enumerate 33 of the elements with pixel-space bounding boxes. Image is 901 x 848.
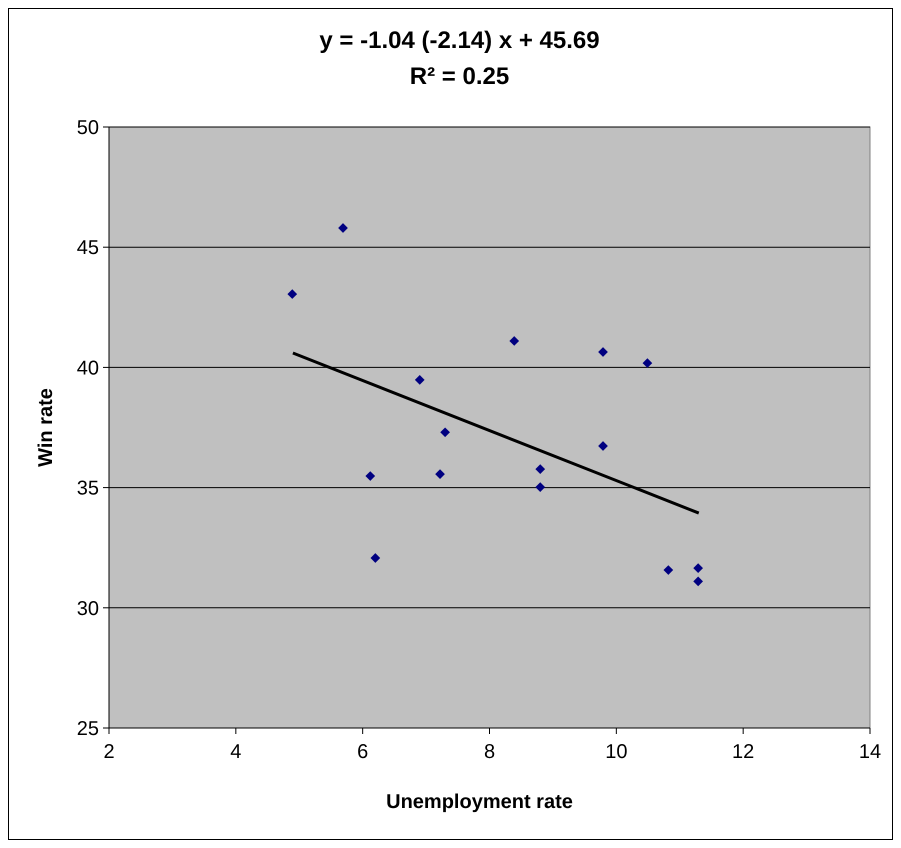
point	[370, 553, 380, 563]
point	[535, 482, 546, 492]
point	[338, 223, 348, 233]
x-tick-label: 4	[230, 741, 242, 763]
x-tick-label: 10	[605, 741, 628, 763]
point	[414, 375, 425, 385]
y-tick-label: 25	[76, 718, 99, 740]
x-tick-label: 14	[858, 741, 882, 763]
chart-title: y = -1.04 (-2.14) x + 45.69	[319, 27, 600, 54]
point	[693, 563, 703, 573]
x-tick-label: 8	[484, 741, 496, 763]
point	[693, 576, 703, 586]
y-axis-title: Win rate	[35, 388, 57, 467]
point	[509, 336, 520, 346]
y-tick-label: 40	[76, 357, 99, 380]
y-tick-label: 35	[76, 478, 99, 500]
x-tick-label: 6	[357, 741, 368, 763]
point	[435, 469, 445, 479]
point	[365, 471, 376, 481]
x-axis-title: Unemployment rate	[386, 791, 573, 813]
point	[598, 347, 608, 357]
point	[535, 464, 546, 474]
point	[642, 358, 652, 368]
point	[663, 565, 674, 575]
point	[598, 441, 608, 451]
point	[440, 427, 450, 438]
x-tick-label: 12	[732, 741, 754, 763]
y-tick-label: 50	[76, 117, 99, 139]
x-tick-label: 2	[103, 741, 115, 763]
chart-subtitle: R² = 0.25	[410, 63, 510, 90]
point	[287, 289, 298, 299]
y-tick-label: 30	[76, 598, 99, 620]
y-tick-label: 45	[76, 237, 99, 260]
